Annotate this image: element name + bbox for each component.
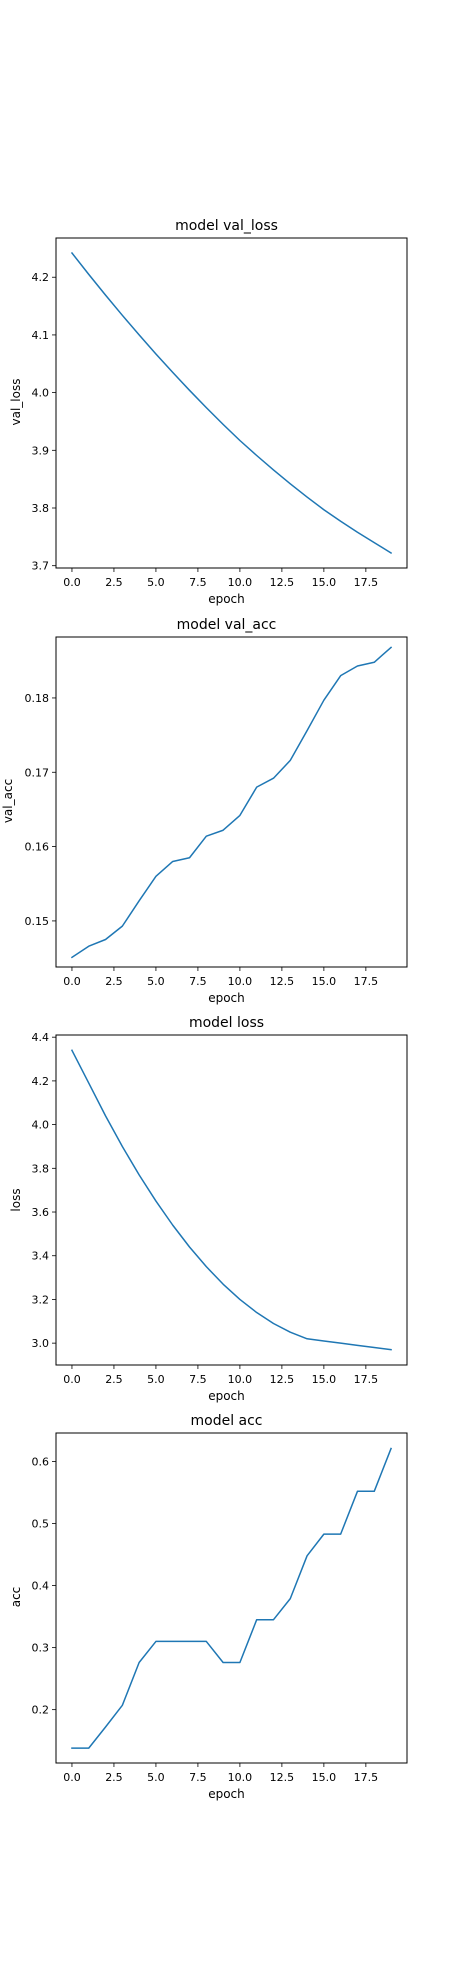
loss-ytick-label: 4.4 bbox=[32, 1031, 50, 1044]
val-acc-xtick-label: 17.5 bbox=[354, 975, 379, 988]
acc-ytick-label: 0.6 bbox=[32, 1456, 50, 1469]
acc-ytick-label: 0.3 bbox=[32, 1642, 50, 1655]
panel-acc-title: model acc bbox=[190, 1413, 262, 1429]
acc-ytick-label: 0.2 bbox=[32, 1704, 50, 1717]
loss-xtick-label: 15.0 bbox=[312, 1373, 337, 1386]
loss-ytick-label: 3.2 bbox=[32, 1293, 50, 1306]
val-acc-xtick-label: 7.5 bbox=[189, 975, 207, 988]
loss-xtick-label: 5.0 bbox=[147, 1373, 165, 1386]
val-loss-ytick-label: 3.7 bbox=[32, 560, 50, 573]
val-loss-ytick-label: 3.9 bbox=[32, 444, 50, 457]
val-acc-ytick-label: 0.18 bbox=[25, 692, 50, 705]
panel-val-acc-ylabel: val_acc bbox=[1, 779, 15, 823]
panel-val-loss-xlabel: epoch bbox=[208, 592, 245, 606]
loss-ytick-label: 4.2 bbox=[32, 1075, 50, 1088]
loss-xtick-label: 0.0 bbox=[63, 1373, 81, 1386]
val-acc-xtick-label: 2.5 bbox=[105, 975, 123, 988]
val-loss-xtick-label: 5.0 bbox=[147, 576, 165, 589]
panel-val-acc-xlabel: epoch bbox=[208, 991, 245, 1005]
acc-xtick-label: 17.5 bbox=[354, 1771, 379, 1784]
val-loss-ytick-label: 4.0 bbox=[32, 387, 50, 400]
val-loss-ytick-label: 4.1 bbox=[32, 329, 50, 342]
loss-ytick-label: 3.8 bbox=[32, 1162, 50, 1175]
val-loss-xtick-label: 12.5 bbox=[270, 576, 295, 589]
acc-ytick-label: 0.4 bbox=[32, 1580, 50, 1593]
panel-val-loss-title: model val_loss bbox=[175, 218, 278, 234]
val-acc-xtick-label: 0.0 bbox=[63, 975, 81, 988]
val-acc-xtick-label: 5.0 bbox=[147, 975, 165, 988]
panel-loss-title: model loss bbox=[189, 1015, 264, 1031]
val-loss-xtick-label: 17.5 bbox=[354, 576, 379, 589]
val-loss-ytick-label: 3.8 bbox=[32, 502, 50, 515]
val-loss-xtick-label: 7.5 bbox=[189, 576, 207, 589]
acc-xtick-label: 10.0 bbox=[228, 1771, 253, 1784]
val-loss-xtick-label: 0.0 bbox=[63, 576, 81, 589]
val-loss-ytick-label: 4.2 bbox=[32, 271, 50, 284]
loss-ytick-label: 3.6 bbox=[32, 1206, 50, 1219]
val-loss-xtick-label: 10.0 bbox=[228, 576, 253, 589]
panel-val-loss-ylabel: val_loss bbox=[9, 379, 23, 426]
panel-val-acc-title: model val_acc bbox=[177, 617, 277, 633]
loss-ytick-label: 3.4 bbox=[32, 1250, 50, 1263]
acc-xtick-label: 5.0 bbox=[147, 1771, 165, 1784]
val-acc-xtick-label: 12.5 bbox=[270, 975, 295, 988]
loss-ytick-label: 3.0 bbox=[32, 1337, 50, 1350]
val-loss-xtick-label: 15.0 bbox=[312, 576, 337, 589]
acc-xtick-label: 12.5 bbox=[270, 1771, 295, 1784]
acc-ytick-label: 0.5 bbox=[32, 1518, 50, 1531]
loss-xtick-label: 2.5 bbox=[105, 1373, 123, 1386]
loss-xtick-label: 12.5 bbox=[270, 1373, 295, 1386]
val-acc-ytick-label: 0.15 bbox=[25, 915, 50, 928]
panel-loss-ylabel: loss bbox=[9, 1188, 23, 1211]
loss-xtick-label: 17.5 bbox=[354, 1373, 379, 1386]
acc-xtick-label: 7.5 bbox=[189, 1771, 207, 1784]
loss-xtick-label: 10.0 bbox=[228, 1373, 253, 1386]
acc-xtick-label: 0.0 bbox=[63, 1771, 81, 1784]
val-acc-xtick-label: 15.0 bbox=[312, 975, 337, 988]
panel-loss-xlabel: epoch bbox=[208, 1389, 245, 1403]
panel-acc-ylabel: acc bbox=[9, 1587, 23, 1608]
val-acc-xtick-label: 10.0 bbox=[228, 975, 253, 988]
panel-acc-xlabel: epoch bbox=[208, 1787, 245, 1801]
loss-ytick-label: 4.0 bbox=[32, 1119, 50, 1132]
acc-xtick-label: 2.5 bbox=[105, 1771, 123, 1784]
val-acc-ytick-label: 0.17 bbox=[25, 766, 50, 779]
val-loss-xtick-label: 2.5 bbox=[105, 576, 123, 589]
val-acc-ytick-label: 0.16 bbox=[25, 841, 50, 854]
acc-xtick-label: 15.0 bbox=[312, 1771, 337, 1784]
loss-xtick-label: 7.5 bbox=[189, 1373, 207, 1386]
